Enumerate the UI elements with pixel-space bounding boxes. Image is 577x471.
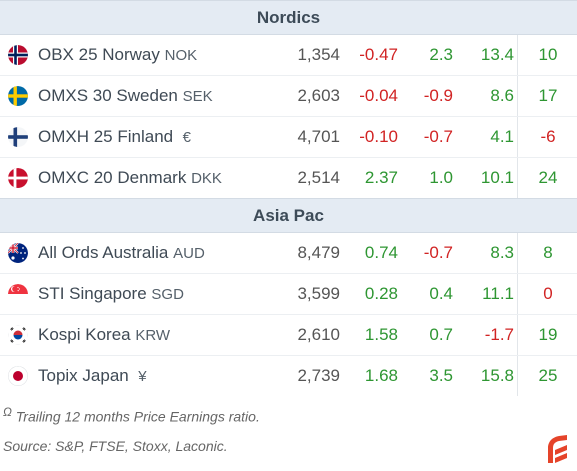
- change-2: 1.0: [429, 168, 453, 187]
- south-korea-flag-icon: [8, 325, 28, 345]
- change-3: 15.8: [480, 366, 514, 385]
- index-name: OMXC 20 Denmark DKK: [38, 168, 222, 187]
- index-name: STI Singapore SGD: [38, 284, 184, 303]
- index-level: 8,479: [297, 243, 340, 262]
- section-header-asia-pac: Asia Pac: [0, 198, 577, 233]
- pe-ratio: -6: [540, 127, 556, 146]
- denmark-flag-icon: [8, 168, 28, 188]
- change-1: -0.47: [359, 45, 398, 64]
- table-row-japan: Topix Japan ¥ 2,739 1.68 3.5 15.8 25: [0, 355, 577, 396]
- index-level: 3,599: [297, 284, 340, 303]
- change-2: 0.4: [429, 284, 453, 303]
- currency: NOK: [164, 47, 198, 64]
- change-3: 13.4: [480, 45, 514, 64]
- currency: AUD: [173, 245, 205, 262]
- index-name: OBX 25 Norway NOK: [38, 45, 198, 64]
- currency: SGD: [151, 286, 184, 303]
- pe-ratio: 10: [538, 45, 558, 64]
- change-1: 2.37: [364, 168, 398, 187]
- pe-ratio: 8: [543, 243, 553, 262]
- pe-ratio: 25: [538, 366, 558, 385]
- index-level: 2,610: [297, 325, 340, 344]
- brand-logo-icon: [548, 435, 567, 463]
- pe-ratio: 0: [543, 284, 553, 303]
- index-level: 2,514: [297, 168, 340, 187]
- pe-ratio: 24: [538, 168, 558, 187]
- change-3: 11.1: [482, 284, 514, 303]
- table-row-korea: Kospi Korea KRW 2,610 1.58 0.7 -1.7 19: [0, 314, 577, 355]
- change-1: 0.74: [364, 243, 398, 262]
- footnote-source: Source: S&P, FTSE, Stoxx, Laconic.: [3, 437, 228, 454]
- change-3: 4.1: [490, 127, 514, 146]
- currency: DKK: [191, 170, 222, 187]
- footnote-marker: Ω: [3, 406, 12, 419]
- japan-flag-icon: [8, 366, 28, 386]
- section-header-nordics: Nordics: [0, 0, 577, 35]
- currency: ¥: [138, 368, 147, 385]
- currency: €: [182, 129, 191, 146]
- index-level: 4,701: [297, 127, 340, 146]
- change-2: 2.3: [429, 45, 453, 64]
- index-name: Kospi Korea KRW: [38, 325, 171, 344]
- change-3: 8.6: [490, 86, 514, 105]
- table-row-denmark: OMXC 20 Denmark DKK 2,514 2.37 1.0 10.1 …: [0, 157, 577, 198]
- finland-flag-icon: [8, 127, 28, 147]
- change-2: -0.7: [423, 243, 453, 262]
- change-3: 10.1: [480, 168, 514, 187]
- pe-ratio: 19: [538, 325, 558, 344]
- currency: SEK: [182, 88, 213, 105]
- table-row-norway: OBX 25 Norway NOK 1,354 -0.47 2.3 13.4 1…: [0, 35, 577, 75]
- index-level: 2,739: [297, 366, 340, 385]
- change-1: -0.10: [359, 127, 398, 146]
- change-3: 8.3: [490, 243, 514, 262]
- australia-flag-icon: [8, 243, 28, 263]
- table-row-singapore: STI Singapore SGD 3,599 0.28 0.4 11.1 0: [0, 273, 577, 314]
- change-3: -1.7: [484, 325, 514, 344]
- table-row-sweden: OMXS 30 Sweden SEK 2,603 -0.04 -0.9 8.6 …: [0, 75, 577, 116]
- currency: KRW: [135, 327, 171, 344]
- index-name: All Ords Australia AUD: [38, 243, 205, 262]
- index-level: 2,603: [297, 86, 340, 105]
- index-name: Topix Japan ¥: [38, 366, 147, 385]
- pe-ratio: 17: [538, 86, 558, 105]
- index-name: OMXH 25 Finland €: [38, 127, 191, 146]
- change-1: 1.68: [364, 366, 398, 385]
- change-2: -0.7: [423, 127, 453, 146]
- change-1: 0.28: [364, 284, 398, 303]
- table-row-finland: OMXH 25 Finland € 4,701 -0.10 -0.7 4.1 -…: [0, 116, 577, 157]
- change-2: 3.5: [429, 366, 453, 385]
- sweden-flag-icon: [8, 86, 28, 106]
- nordics-table: OBX 25 Norway NOK 1,354 -0.47 2.3 13.4 1…: [0, 35, 577, 198]
- change-2: 0.7: [429, 325, 453, 344]
- change-2: -0.9: [423, 86, 453, 105]
- norway-flag-icon: [8, 45, 28, 65]
- change-1: 1.58: [364, 325, 398, 344]
- asia-pac-table: All Ords Australia AUD 8,479 0.74 -0.7 8…: [0, 233, 577, 396]
- index-level: 1,354: [297, 45, 340, 64]
- change-1: -0.04: [359, 86, 398, 105]
- table-row-australia: All Ords Australia AUD 8,479 0.74 -0.7 8…: [0, 233, 577, 273]
- singapore-flag-icon: [8, 284, 28, 304]
- footnote-trailing-pe: Ω Trailing 12 months Price Earnings rati…: [3, 406, 260, 425]
- index-name: OMXS 30 Sweden SEK: [38, 86, 213, 105]
